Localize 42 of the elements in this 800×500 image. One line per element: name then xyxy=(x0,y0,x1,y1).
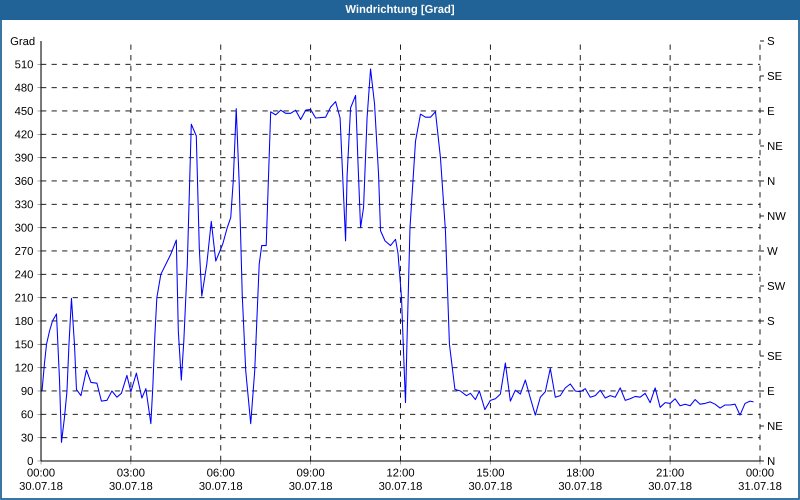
x-tick-label: 09:00 30.07.18 xyxy=(289,468,332,490)
text: S xyxy=(768,317,774,325)
y-tick-label: 420 xyxy=(14,130,33,138)
text: N xyxy=(768,457,774,465)
y-axis-title: Grad xyxy=(10,36,34,46)
y-tick-label: 210 xyxy=(15,294,33,302)
x-tick-label: 21:00 30.07.18 xyxy=(648,468,692,490)
y-tick-label: 480 xyxy=(14,84,33,92)
text: S xyxy=(768,37,774,45)
y-tick-label: 360 xyxy=(15,177,33,185)
y-tick-label: 270 xyxy=(15,247,33,255)
y-tick-label: 450 xyxy=(14,107,33,115)
y-tick-label: 240 xyxy=(15,270,33,278)
text: SW xyxy=(768,282,786,290)
text: NE xyxy=(768,142,782,150)
x-tick-label: 12:00 30.07.18 xyxy=(379,468,422,490)
x-tick-label: 06:00 30.07.18 xyxy=(199,468,242,490)
y-tick-label: 0 xyxy=(28,457,33,465)
text: E xyxy=(768,107,774,115)
text: SE xyxy=(768,352,782,360)
y-tick-label: 60 xyxy=(21,410,33,418)
x-tick-label: 00:00 30.07.18 xyxy=(20,468,62,490)
text: N xyxy=(768,177,774,185)
x-tick-label: 15:00 30.07.18 xyxy=(468,468,512,490)
text: NW xyxy=(768,212,786,220)
y-tick-label: 330 xyxy=(15,200,33,208)
chart-title: Windrichtung [Grad] xyxy=(345,4,454,16)
y-tick-label: 510 xyxy=(15,60,33,68)
y-tick-label: 120 xyxy=(15,364,33,372)
text: W xyxy=(767,247,778,255)
y-tick-label: 390 xyxy=(15,154,33,162)
y-tick-label: 150 xyxy=(15,340,33,348)
y-tick-label: 90 xyxy=(21,387,33,395)
text: SE xyxy=(768,72,782,80)
x-tick-label: 00:00 31.07.18 xyxy=(738,468,782,490)
y-tick-label: 30 xyxy=(21,434,33,442)
y-tick-label: 300 xyxy=(15,224,33,232)
x-tick-label: 03:00 30.07.18 xyxy=(109,468,152,490)
y-tick-label: 180 xyxy=(15,317,33,325)
x-tick-label: 18:00 30.07.18 xyxy=(558,468,602,490)
text: E xyxy=(768,387,774,395)
text: NE xyxy=(768,422,782,430)
